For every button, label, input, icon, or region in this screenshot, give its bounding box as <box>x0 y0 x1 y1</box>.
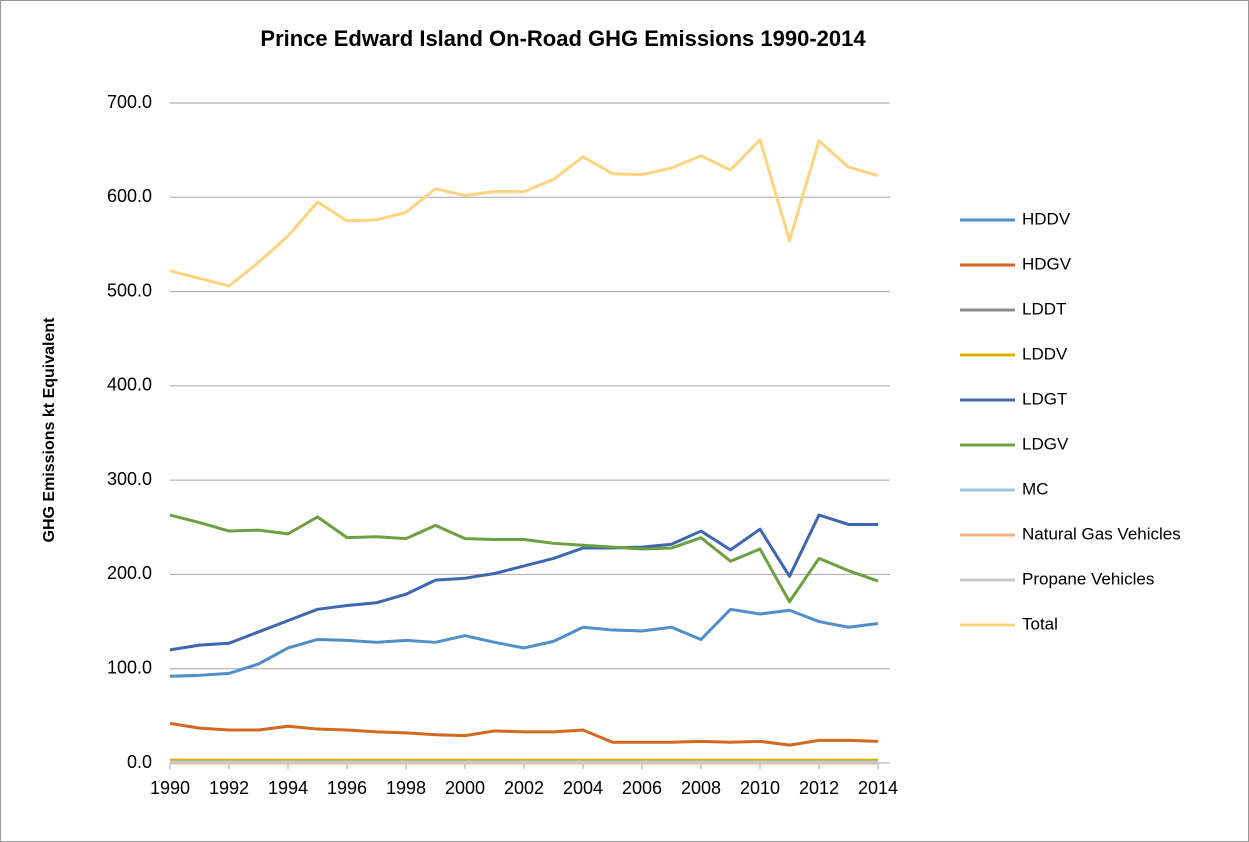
legend-label: Total <box>1022 614 1058 633</box>
series-line <box>169 721 879 747</box>
series-line <box>169 513 879 604</box>
legend-label: Propane Vehicles <box>1022 569 1154 588</box>
legend-label: LDDV <box>1022 344 1068 363</box>
legend-label: LDGV <box>1022 434 1069 453</box>
series-line <box>169 607 879 678</box>
legend-label: LDDT <box>1022 299 1066 318</box>
x-tick-label: 2004 <box>563 778 603 798</box>
x-tick-label: 2006 <box>622 778 662 798</box>
x-tick-label: 2010 <box>740 778 780 798</box>
y-tick-label: 100.0 <box>107 657 152 677</box>
x-tick-label: 1992 <box>209 778 249 798</box>
y-tick-label: 400.0 <box>107 375 152 395</box>
x-tick-label: 2002 <box>504 778 544 798</box>
legend-label: LDGT <box>1022 389 1067 408</box>
x-tick-label: 1994 <box>268 778 308 798</box>
legend-label: MC <box>1022 479 1048 498</box>
series-line <box>169 138 879 288</box>
x-tick-label: 1996 <box>327 778 367 798</box>
x-tick-label: 2012 <box>799 778 839 798</box>
legend-label: HDDV <box>1022 209 1071 228</box>
y-axis-label: GHG Emissions kt Equivalent <box>41 317 58 543</box>
legend-label: HDGV <box>1022 254 1072 273</box>
y-tick-label: 300.0 <box>107 469 152 489</box>
y-tick-label: 0.0 <box>127 752 152 772</box>
legend-label: Natural Gas Vehicles <box>1022 524 1181 543</box>
x-tick-label: 2014 <box>858 778 898 798</box>
y-tick-label: 600.0 <box>107 186 152 206</box>
x-tick-label: 2008 <box>681 778 721 798</box>
x-tick-label: 1998 <box>386 778 426 798</box>
y-tick-label: 700.0 <box>107 92 152 112</box>
chart-title: Prince Edward Island On-Road GHG Emissio… <box>260 26 866 51</box>
y-tick-label: 200.0 <box>107 563 152 583</box>
x-tick-label: 1990 <box>150 778 190 798</box>
y-tick-label: 500.0 <box>107 280 152 300</box>
x-tick-label: 2000 <box>445 778 485 798</box>
series-line <box>169 513 878 652</box>
